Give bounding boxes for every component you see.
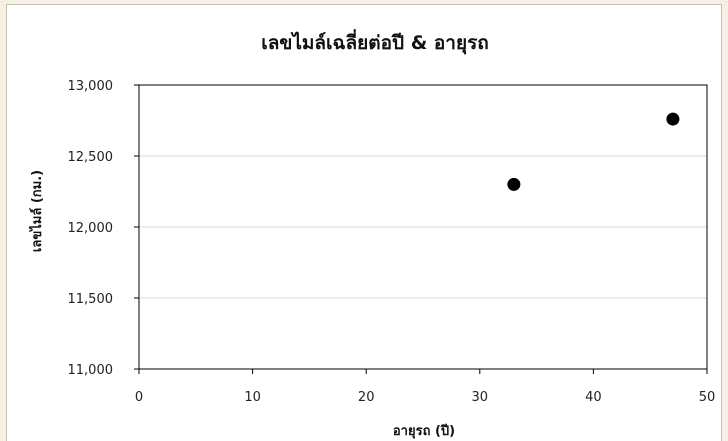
y-tick-label: 11,000 (68, 363, 114, 378)
y-tick-label: 12,500 (68, 150, 114, 165)
x-tick-label: 50 (699, 390, 716, 405)
x-tick-label: 20 (358, 390, 375, 405)
y-axis-label: เลขไมล์ (กม.) (28, 170, 45, 252)
data-point (507, 177, 521, 191)
gridlines (139, 84, 707, 370)
data-points (507, 112, 680, 191)
x-tick-label: 0 (135, 390, 143, 405)
x-axis-label: อายุรถ (ปี) (393, 423, 455, 439)
x-axis-ticks: 0 10 20 30 40 50 (135, 369, 715, 405)
y-tick-label: 13,000 (68, 79, 114, 94)
x-tick-label: 30 (472, 390, 489, 405)
x-tick-label: 10 (244, 390, 261, 405)
y-tick-label: 12,000 (68, 221, 114, 236)
chart-title: เลขไมล์เฉลี่ยต่อปี & อายุรถ (261, 29, 489, 55)
chart-frame (6, 4, 722, 441)
y-tick-label: 11,500 (68, 292, 114, 307)
x-tick-label: 40 (585, 390, 602, 405)
y-axis-ticks: 11,000 11,500 12,000 12,500 13,000 (68, 79, 139, 378)
data-point (666, 112, 680, 126)
